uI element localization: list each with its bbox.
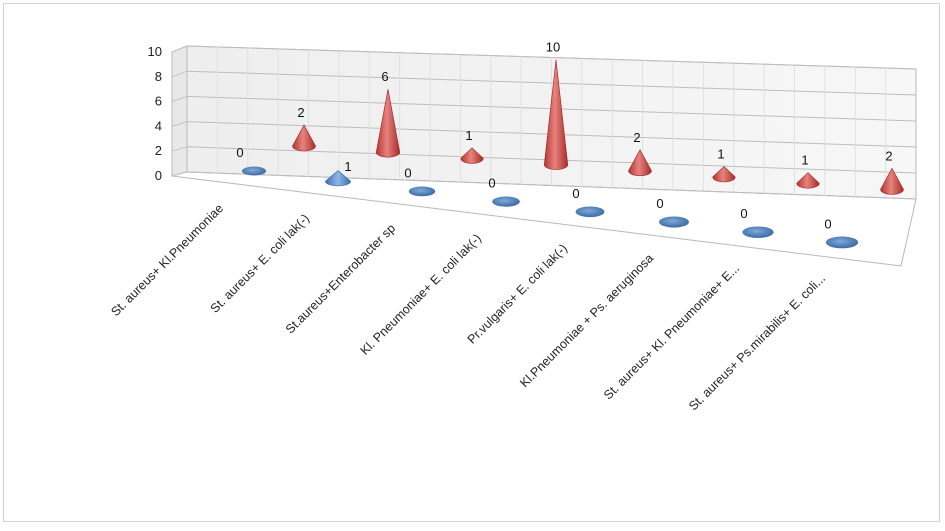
data-label-red: 1 (801, 153, 808, 168)
y-tick-label: 2 (155, 143, 162, 158)
data-label-blue: 0 (236, 145, 243, 160)
red-cone (543, 59, 569, 170)
blue-disc (575, 206, 605, 218)
y-tick-label: 10 (148, 44, 162, 59)
data-label-blue: 0 (488, 176, 495, 191)
category-label: Pr.vulgaris+ E. coli lak(-) (465, 241, 570, 346)
y-tick-label: 0 (155, 168, 162, 183)
data-label-blue: 0 (572, 186, 579, 201)
data-label-red: 1 (717, 147, 724, 162)
blue-disc (408, 186, 436, 197)
gridline-side (171, 146, 188, 152)
data-label-red: 2 (885, 148, 892, 163)
gridlines (171, 45, 917, 200)
blue-disc (242, 166, 266, 176)
data-label-red: 1 (465, 128, 472, 143)
data-label-red: 6 (381, 69, 388, 84)
cone-chart: 0 2 4 6 8 10 2 6 1 10 2 1 1 2 0 0 0 0 0 0 0 1 St. aureus+ Kl… (108, 40, 917, 413)
blue-disc (825, 236, 859, 249)
red-cone (880, 167, 904, 195)
chart-frame: 0 2 4 6 8 10 2 6 1 10 2 1 1 2 0 0 0 0 0 0 0 1 St. aureus+ Kl… (3, 3, 940, 522)
red-cone (796, 172, 820, 189)
gridline-side (171, 171, 188, 177)
data-label-red: 2 (297, 105, 304, 120)
data-label-blue: 0 (824, 216, 831, 231)
red-cone (628, 149, 652, 177)
data-label-red: 2 (633, 130, 640, 145)
category-label: St. aureus+ Kl.Pneumoniae (108, 201, 226, 319)
blue-disc (492, 196, 520, 207)
red-cone (292, 124, 316, 152)
red-cone (460, 147, 484, 164)
side-wall (171, 45, 188, 177)
y-tick-label: 8 (155, 69, 162, 84)
gridline-side (171, 121, 188, 127)
blue-cone (325, 170, 351, 187)
blue-disc (742, 226, 774, 238)
gridline-side (171, 70, 188, 78)
gridline-side (171, 95, 188, 103)
data-label-blue: 0 (740, 206, 747, 221)
data-label-blue: 0 (656, 196, 663, 211)
red-cone (375, 89, 401, 158)
category-label: St. aureus+ E. coli lak(-) (208, 211, 312, 315)
blue-disc (659, 216, 689, 228)
data-marks: 2 6 1 10 2 1 1 2 0 0 0 0 0 0 0 1 (236, 40, 904, 249)
red-cone (712, 166, 736, 183)
y-tick-label: 4 (155, 118, 162, 133)
gridline-side (171, 45, 188, 53)
data-label-red: 10 (546, 40, 560, 55)
y-tick-label: 6 (155, 94, 162, 109)
category-label: St.aureus+Enterobacter sp (283, 221, 398, 336)
data-label-blue: 0 (404, 165, 411, 180)
y-axis: 0 2 4 6 8 10 (148, 44, 162, 183)
data-label-extra: 1 (344, 159, 351, 174)
